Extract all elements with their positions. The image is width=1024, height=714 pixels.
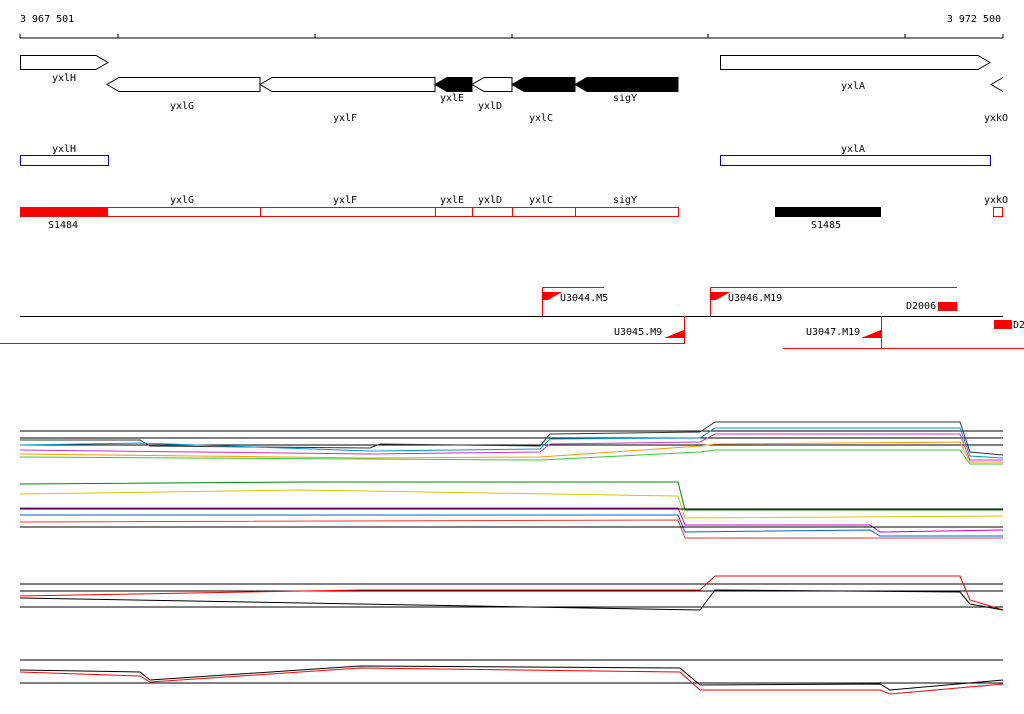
gene-arrow: [259, 77, 436, 92]
segment-label: sigY: [613, 195, 637, 206]
transcript: [20, 155, 109, 166]
gene-labels: yxlH yxlG yxlF yxlE yxlD yxlC sigY yxlA …: [52, 73, 1008, 124]
segment-label: yxlG: [170, 195, 194, 206]
gene-label: yxlC: [529, 113, 553, 124]
reference-line: [20, 508, 1003, 528]
expression-line: [19, 519, 1003, 539]
gene-label: sigY: [613, 93, 637, 104]
expression-line: [19, 665, 1004, 691]
segment-label: yxlE: [440, 195, 464, 206]
segment-label: yxlD: [478, 195, 502, 206]
expression-line: [19, 667, 1004, 695]
expression-panels: [19, 421, 1004, 695]
segment-label: S1485: [811, 220, 841, 231]
probe-label: U3045.M9: [614, 327, 662, 338]
expression-line: [20, 421, 1004, 456]
transcript-label: yxlH: [52, 144, 76, 155]
expression-line: [19, 575, 1004, 611]
segment-label: yxkO: [984, 195, 1008, 206]
expression-line: [19, 427, 1004, 459]
segment-track: yxlG yxlF yxlE yxlD yxlC sigY yxkO S1484…: [20, 195, 1008, 231]
reference-line: [20, 583, 1003, 608]
gene-label: yxlD: [478, 101, 502, 112]
probe-label: U3044.M5: [560, 293, 608, 304]
gene-arrow: [434, 77, 473, 92]
probe-lines: [0, 287, 1024, 349]
gene-arrow: [720, 55, 991, 70]
gene-arrow: [106, 77, 261, 92]
segment: [775, 207, 881, 217]
segment-label: S1484: [48, 220, 78, 231]
gene-arrow: [20, 55, 109, 70]
gene-label: yxlG: [170, 101, 194, 112]
scale: 3 967 501 3 972 500: [19, 14, 1004, 39]
ruler-ticks: [19, 34, 1004, 38]
expression-line: [20, 514, 1003, 537]
scale-end: 3 972 500: [947, 14, 1001, 25]
expression-line: [20, 507, 1004, 533]
gene-arrow: [471, 77, 513, 92]
probe-label: U3047.M19: [806, 327, 860, 338]
segment-label: yxlF: [333, 195, 357, 206]
probe-label: U3046.M19: [728, 293, 782, 304]
segment: [993, 207, 1003, 217]
expression-line: [19, 433, 1003, 461]
transcript: [720, 155, 991, 166]
transcript-label: yxlA: [841, 144, 865, 155]
expression-line: [19, 589, 1004, 611]
probe-track: U3044.M5 U3046.M19 D2006 U3045.M9 U3047.…: [0, 287, 1024, 349]
probe-label: D2006: [906, 301, 936, 312]
gene-label: yxlA: [841, 81, 865, 92]
gene-arrow: [574, 77, 679, 92]
scale-start: 3 967 501: [20, 14, 74, 25]
probe-box: [938, 302, 957, 311]
gene-label: yxkO: [984, 113, 1008, 124]
expression-line: [19, 441, 1003, 463]
expression-line: [19, 489, 1004, 519]
expression-line: [19, 481, 1003, 511]
transcript-track: yxlH yxlA: [20, 144, 991, 166]
gene-label: yxlH: [52, 73, 76, 84]
gene-label: yxlF: [333, 113, 357, 124]
gene-label: yxlE: [440, 93, 464, 104]
probe-label: D2: [1013, 320, 1024, 331]
segment: [108, 207, 679, 217]
segment-label: yxlC: [529, 195, 553, 206]
expression-line: [19, 449, 1003, 465]
gene-arrow: [511, 77, 576, 92]
reference-line: [20, 659, 1003, 684]
probe-box: [994, 320, 1012, 329]
gene-arrow: [990, 77, 1004, 92]
gene-track: [20, 55, 1004, 92]
segment: [20, 207, 108, 217]
